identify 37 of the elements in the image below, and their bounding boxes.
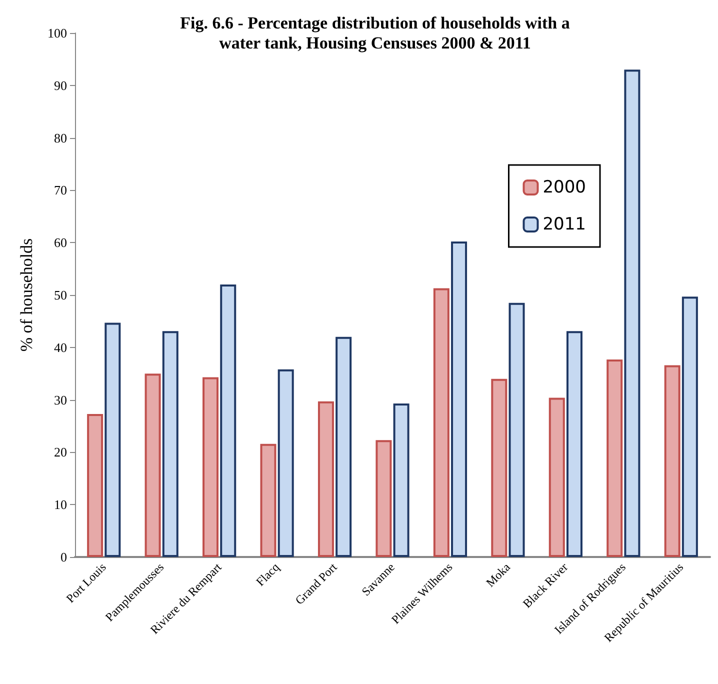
bar — [104, 322, 121, 557]
y-tick-label: 20 — [54, 444, 67, 460]
y-tick-label: 10 — [54, 497, 67, 512]
y-tick-label: 80 — [54, 130, 67, 146]
bar — [318, 401, 334, 557]
y-tick-label: 100 — [48, 26, 67, 40]
y-tick-label: 60 — [54, 235, 67, 250]
bar — [433, 288, 450, 557]
bar — [260, 444, 276, 557]
bar — [624, 70, 640, 557]
y-tick-label: 50 — [54, 288, 67, 302]
bar — [336, 336, 352, 557]
bar — [144, 374, 161, 557]
y-axis-title: % of households — [17, 238, 36, 352]
bar — [202, 377, 219, 557]
legend-label: 2000 — [542, 178, 586, 198]
y-tick-label: 0 — [60, 550, 67, 564]
bar — [87, 414, 104, 557]
y-tick-label: 40 — [54, 340, 67, 355]
bar — [606, 359, 623, 557]
bar — [682, 296, 698, 557]
y-tick-label: 90 — [54, 78, 67, 93]
bar — [491, 378, 508, 557]
y-tick-label: 70 — [54, 182, 67, 198]
y-tick-label: 30 — [54, 392, 67, 408]
bar — [451, 242, 468, 557]
bar — [566, 331, 582, 557]
chart-title: Fig. 6.6 - Percentage distribution of households with a water tank, Housing Censuses 2000 & 2011 — [180, 14, 570, 52]
bar — [393, 403, 410, 557]
bar — [278, 369, 294, 557]
bar — [664, 365, 680, 557]
bar — [508, 302, 525, 557]
bar — [162, 331, 178, 557]
legend-label: 2011 — [542, 214, 586, 234]
bar — [548, 398, 565, 557]
bar — [376, 440, 392, 557]
bar — [220, 284, 236, 557]
